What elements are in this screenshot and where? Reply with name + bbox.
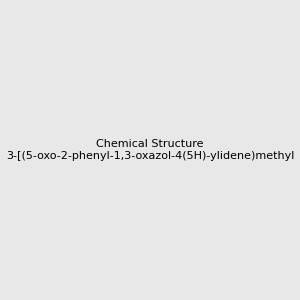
Text: Chemical Structure
3-[(5-oxo-2-phenyl-1,3-oxazol-4(5H)-ylidene)methyl: Chemical Structure 3-[(5-oxo-2-phenyl-1,…	[6, 139, 294, 161]
